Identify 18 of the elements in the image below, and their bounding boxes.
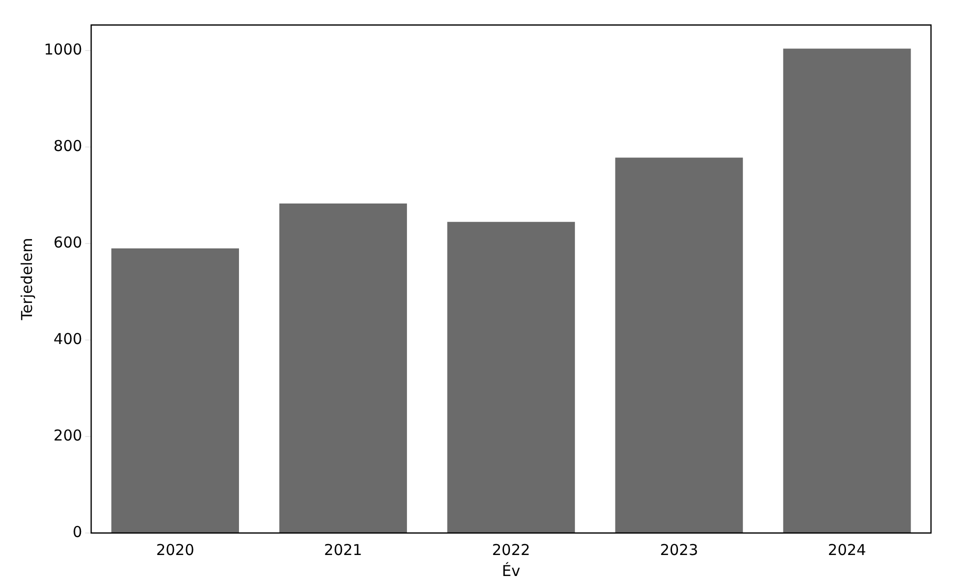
- bar: [279, 204, 407, 532]
- bar: [447, 222, 575, 532]
- x-tick-label: 2024: [828, 540, 866, 559]
- x-tick-label: 2023: [660, 540, 698, 559]
- y-tick-label: 800: [54, 136, 82, 155]
- y-tick-label: 600: [54, 233, 82, 252]
- x-tick-label: 2022: [492, 540, 530, 559]
- y-tick-label: 200: [54, 426, 82, 444]
- x-tick-label: 2021: [324, 540, 362, 559]
- x-axis-title: Év: [502, 562, 520, 580]
- x-tick-label: 2020: [156, 540, 194, 559]
- y-tick-label: 400: [54, 330, 82, 348]
- y-tick-label: 0: [72, 522, 82, 541]
- y-tick-label: 1000: [44, 40, 82, 58]
- y-axis-title: Terjedelem: [18, 238, 36, 322]
- bar: [111, 248, 239, 532]
- bar: [615, 158, 743, 532]
- bar: [783, 48, 911, 532]
